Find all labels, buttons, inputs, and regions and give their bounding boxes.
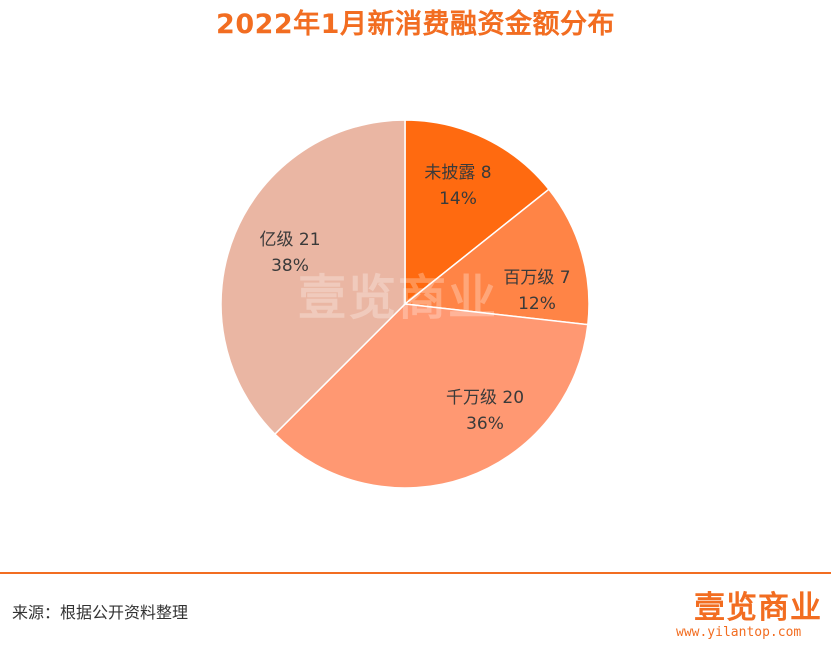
footer-divider [0, 572, 831, 574]
brand-url: www.yilantop.com [676, 625, 802, 640]
slice-label-2: 百万级 7 [503, 268, 570, 288]
slice-label-4: 亿级 21 [259, 230, 320, 250]
watermark: 壹览商业 [298, 270, 499, 326]
source-note: 来源：根据公开资料整理 [12, 603, 189, 622]
slice-label-3: 千万级 20 [446, 388, 524, 408]
slice-percent-4: 38% [271, 256, 309, 276]
pie-slice-4 [220, 119, 406, 436]
slice-percent-2: 12% [518, 294, 556, 314]
slice-label-1: 未披露 8 [424, 163, 491, 183]
pie-slice-2 [403, 188, 590, 326]
pie-slice-1 [404, 119, 550, 306]
slice-percent-3: 36% [466, 414, 504, 434]
chart-title: 2022年1月新消费融资金额分布 [216, 9, 615, 40]
slice-percent-1: 14% [439, 189, 477, 209]
brand-logo: 壹览商业 [694, 590, 822, 626]
pie-slice-3 [273, 303, 589, 489]
